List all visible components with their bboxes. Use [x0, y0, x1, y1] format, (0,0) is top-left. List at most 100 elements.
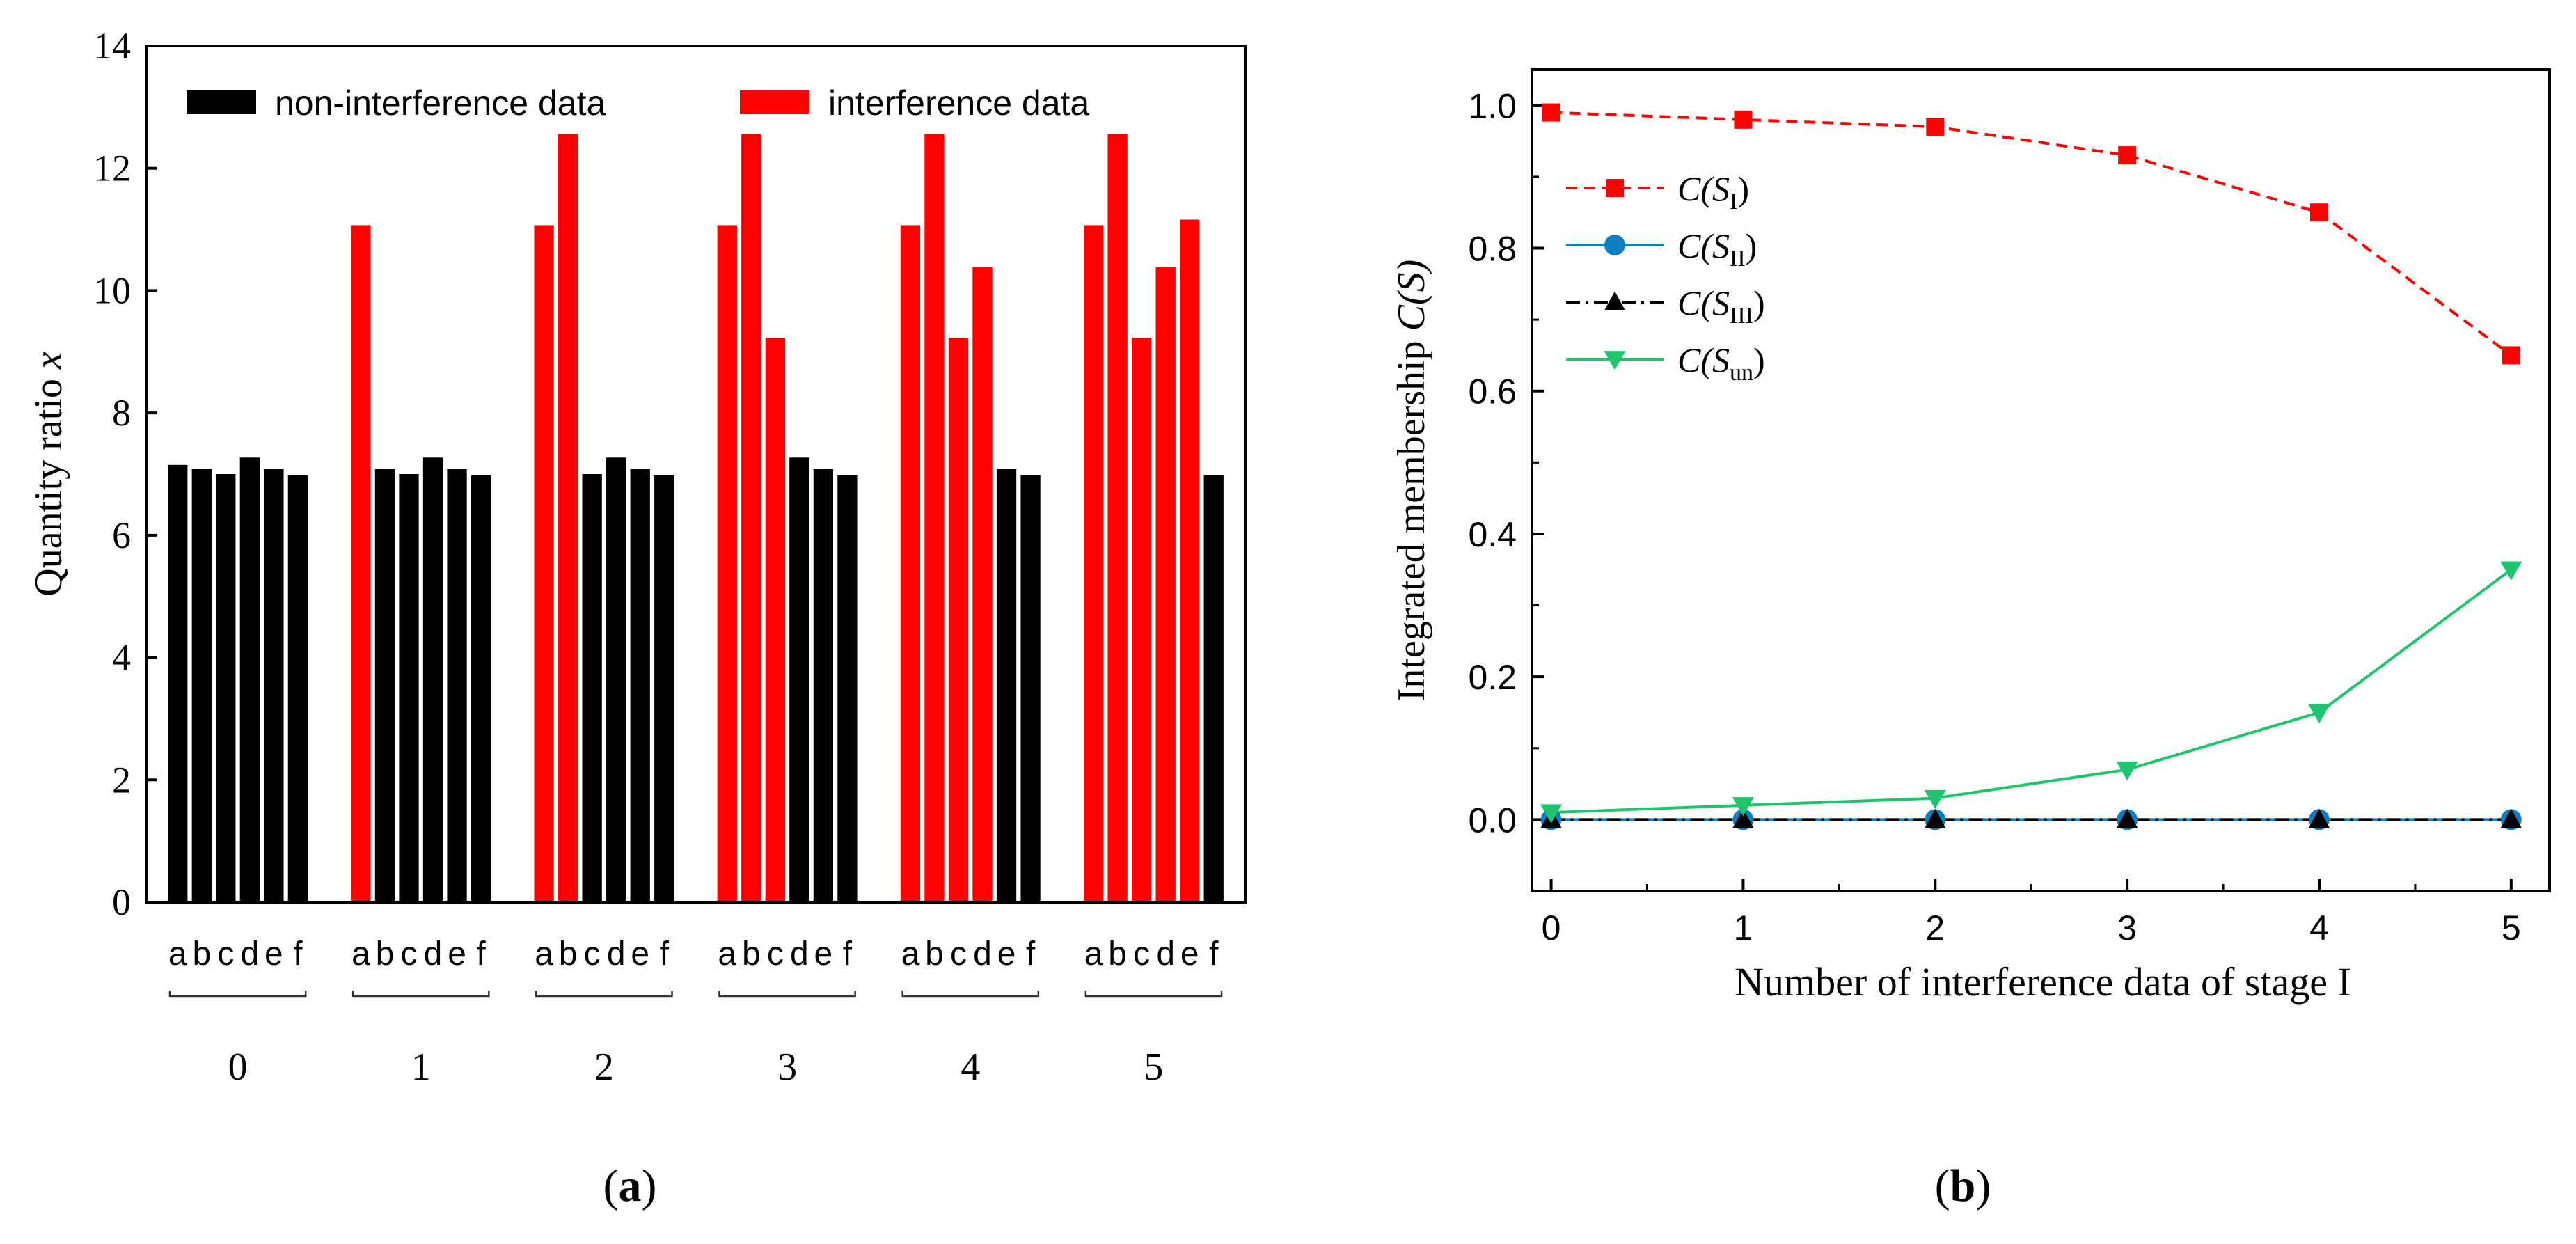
bar-label: a	[535, 936, 553, 973]
bar-label: c	[767, 936, 784, 973]
panel-b-plot-frame	[1531, 68, 2551, 892]
bar-label: e	[631, 936, 649, 973]
bar-label: f	[843, 936, 853, 973]
bar-label: f	[660, 936, 670, 973]
group-label: 3	[777, 1046, 797, 1089]
bar-group-0-e	[264, 469, 284, 902]
bar-label: e	[448, 936, 466, 973]
group-label: 1	[411, 1046, 431, 1089]
bar-group-1-b	[374, 469, 395, 902]
panel-a-y-tick-label: 10	[93, 269, 131, 311]
bar-group-0-b	[191, 469, 212, 902]
panel-a-y-tick-label: 0	[112, 881, 131, 923]
group-bracket	[901, 991, 1040, 998]
bar-label: a	[168, 936, 187, 973]
bar-group-3-d	[789, 457, 809, 902]
panel-a-y-axis-label: Quantity ratio x	[27, 352, 70, 597]
group-bracket	[1084, 991, 1223, 998]
bar-label: c	[217, 936, 234, 973]
panel-a-label: (a)	[603, 1160, 657, 1211]
bar-group-3-e	[813, 469, 834, 902]
panel-b-y-tick-label: 1.0	[1468, 86, 1517, 125]
bar-label: f	[1209, 936, 1219, 973]
bar-group-4-d	[972, 267, 993, 902]
bar-group-5-f	[1203, 475, 1224, 902]
bar-label: a	[1084, 936, 1103, 973]
data-point-C(S_I)	[1926, 118, 1945, 136]
panel-b-line-chart: 0.0 0.2 0.4 0.6 0.8 1.0 0 1 2 3 4 5 C(SI) C(SII) C(SI…	[1390, 68, 2551, 1211]
bar-label: c	[1133, 936, 1150, 973]
legend-swatch	[740, 90, 809, 114]
panel-a-y-tick-label: 6	[112, 514, 131, 556]
bar-label: a	[351, 936, 370, 973]
data-point-C(S_I)	[2118, 146, 2137, 165]
legend-label: C(SII)	[1677, 226, 1757, 271]
data-point-C(S_I)	[1734, 110, 1753, 129]
data-point-C(S_un)	[1732, 797, 1755, 817]
panel-a-y-tick-label: 4	[112, 637, 131, 679]
bar-group-5-d	[1155, 267, 1176, 902]
data-point-C(S_I)	[2309, 203, 2328, 222]
bar-group-2-e	[630, 469, 650, 902]
panel-a-y-tick-label: 2	[112, 759, 131, 801]
panel-b-y-tick-label: 0.8	[1468, 230, 1517, 269]
bar-label: c	[400, 936, 417, 973]
bar-group-5-c	[1131, 338, 1152, 902]
bar-group-3-b	[741, 134, 761, 902]
panel-b-x-tick-label: 5	[2502, 908, 2521, 947]
legend-label: C(Sun)	[1677, 340, 1765, 386]
bar-group-4-a	[900, 225, 921, 903]
data-point-C(S_III)	[2500, 808, 2522, 828]
legend-marker	[1606, 179, 1624, 197]
panel-b-y-tick-label: 0.2	[1468, 658, 1517, 697]
bar-label: d	[240, 936, 259, 973]
bar-group-2-b	[558, 134, 578, 902]
panel-a-y-tick-label: 14	[93, 25, 131, 67]
bar-label: b	[376, 936, 395, 973]
bar-label: f	[1026, 936, 1036, 973]
panel-b-y-tick-label: 0.0	[1468, 801, 1517, 840]
data-point-C(S_un)	[2116, 761, 2138, 781]
bar-group-0-c	[216, 474, 236, 902]
bar-label: d	[424, 936, 443, 973]
bar-label: d	[973, 936, 992, 973]
bar-group-1-e	[447, 469, 467, 902]
data-point-C(S_III)	[2309, 808, 2330, 828]
bar-group-3-c	[765, 338, 785, 902]
group-bracket	[535, 991, 673, 998]
legend-label: C(SI)	[1677, 169, 1749, 214]
bar-group-0-f	[287, 475, 308, 902]
legend-swatch	[187, 90, 256, 114]
legend-label: non-interference data	[275, 84, 606, 123]
data-point-C(S_un)	[2500, 561, 2522, 581]
panel-b-label: (b)	[1935, 1160, 1991, 1211]
bar-group-3-a	[717, 225, 737, 903]
panel-b-x-tick-label: 0	[1542, 908, 1561, 947]
group-label: 2	[594, 1046, 614, 1089]
bar-group-2-c	[582, 474, 602, 902]
group-label: 4	[961, 1046, 980, 1089]
panel-a-y-tick-label: 12	[93, 148, 131, 189]
bar-label: c	[584, 936, 601, 973]
bar-label: b	[1108, 936, 1127, 973]
legend-marker	[1604, 235, 1625, 255]
series-line-C(S_I)	[1551, 111, 2513, 357]
bar-label: e	[1180, 936, 1199, 973]
bar-group-5-a	[1083, 225, 1104, 903]
bar-label: a	[901, 936, 920, 973]
group-label: 5	[1144, 1046, 1163, 1089]
panel-b-x-axis-label: Number of interference data of stage I	[1735, 959, 2351, 1005]
bar-group-1-a	[351, 225, 371, 903]
panel-b-y-tick-label: 0.4	[1468, 515, 1517, 554]
bar-group-2-a	[534, 225, 554, 903]
bar-label: d	[1156, 936, 1175, 973]
data-point-C(S_I)	[2502, 346, 2520, 365]
data-point-C(S_III)	[1925, 808, 1946, 828]
data-point-C(S_un)	[1924, 789, 1946, 810]
group-label: 0	[228, 1046, 248, 1089]
legend-label: interference data	[828, 84, 1089, 123]
bar-label: e	[997, 936, 1016, 973]
panel-b-x-tick-label: 2	[1925, 908, 1945, 947]
legend-marker	[1604, 291, 1625, 310]
